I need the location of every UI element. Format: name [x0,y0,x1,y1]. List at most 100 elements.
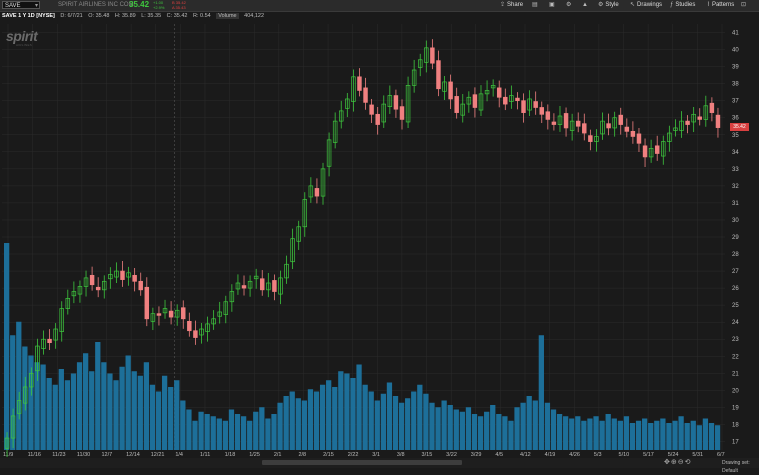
volume-bar [82,353,89,450]
volume-bar [611,418,617,450]
volume-bar [696,425,702,450]
x-tick-label: 4/26 [569,452,580,458]
share-button[interactable]: ⇪ Share [500,2,524,8]
volume-bar [119,366,125,450]
zoom-in-icon[interactable]: ⊕ [670,459,678,466]
x-tick-label: 4/12 [520,452,531,458]
candle-body [357,76,362,91]
style-button[interactable]: ⚙ Style [598,2,619,8]
volume-bar [380,393,387,450]
volume-bar [435,407,441,450]
candle-body [302,199,308,228]
candle-body [624,126,630,132]
zoom-controls: ✥⊕⊖⟲ [664,458,692,468]
candle-body [375,113,380,125]
volume-bar [210,416,216,450]
x-tick-label: 5/3 [594,452,602,458]
volume-bar [168,387,174,450]
candle-body [381,103,387,123]
patterns-button[interactable]: ⌇ Patterns [707,2,735,8]
net-change: +1.00 [153,0,164,5]
expand-button[interactable]: ⊡ [741,0,748,11]
percent-change: +2.9% [153,5,165,10]
save-button[interactable]: ▣ [549,0,557,11]
volume-bar [326,380,332,450]
y-tick-label: 23 [732,337,739,343]
volume-bar [617,420,623,450]
volume-bar [362,384,368,450]
volume-bar [569,418,575,450]
top-toolbar: SAVE ▾ SPIRIT AIRLINES INC COM 35.42 +1.… [0,0,759,12]
bid-price: B 35.42 [172,0,186,5]
candle-body [594,136,599,142]
volume-bar [556,414,563,450]
y-tick-label: 29 [732,235,739,241]
candle-body [247,280,253,289]
volume-bar [490,405,496,450]
drawing-set-label[interactable]: Drawing set: Default [722,460,750,474]
volume-bar [313,391,320,450]
volume-bar [307,389,314,450]
candle-body [503,96,508,105]
candle-body [83,277,89,287]
settings-button[interactable]: ⚙ [566,0,573,11]
y-tick-label: 33 [732,167,739,173]
volume-bar [259,407,265,450]
candle-body [59,308,64,332]
candle-body [411,69,417,86]
volume-bar [550,409,557,450]
y-tick-label: 31 [732,201,739,207]
volume-value: 404,122 [244,13,265,19]
company-logo-sub: AIRLINES [16,43,33,47]
volume-bar [672,420,678,450]
company-name: SPIRIT AIRLINES INC COM [58,2,134,8]
volume-bar [423,393,429,450]
ask-price: A 35.43 [172,5,186,10]
x-tick-label: 1/25 [249,452,260,458]
candle-body [35,345,40,372]
candle-body [563,113,569,129]
volume-bar [642,418,648,450]
volume-label: Volume [216,13,239,19]
candle-body [575,120,581,127]
volume-bar [386,382,393,450]
candle-body [715,114,721,128]
alert-button[interactable]: ▲ [582,0,590,11]
candle-body [278,277,283,295]
studies-button[interactable]: ƒ Studies [670,2,696,8]
candle-body [424,47,429,63]
chart-scrollbar[interactable] [262,460,462,465]
volume-bar [587,418,593,450]
y-tick-label: 24 [732,320,739,326]
candle-body [363,87,368,103]
drawings-button[interactable]: ↖ Drawings [630,2,663,8]
volume-bar [216,418,222,450]
volume-bar [374,400,380,450]
print-button[interactable]: ▤ [532,0,540,11]
candle-body [430,47,435,64]
pan-icon[interactable]: ✥ [664,459,671,466]
x-tick-label: 2/8 [298,452,306,458]
candle-body [685,120,690,125]
volume-bar [234,414,241,450]
gear-icon: ⚙ [566,2,572,8]
volume-bar [459,411,465,450]
volume-bar [198,411,204,450]
last-price: 35.42 [129,0,150,9]
company-logo: spirit [6,28,38,44]
zoom-out-icon[interactable]: ⊖ [677,459,685,466]
chart-info-bar: SAVE 1 Y 1D [NYSE] D: 6/7/21 O: 35.48 H:… [0,12,759,21]
candle-body [612,117,617,129]
candle-body [205,323,210,332]
y-tick-label: 22 [732,354,739,360]
y-tick-label: 25 [732,303,739,309]
reset-icon[interactable]: ⟲ [684,459,692,466]
symbol-input[interactable]: SAVE ▾ [2,1,40,9]
volume-bar [502,416,508,450]
x-tick-label: 11/16 [28,452,41,458]
volume-bar [441,400,447,450]
chevron-down-icon[interactable]: ▾ [34,3,38,9]
volume-bar [593,416,599,450]
y-tick-label: 35 [732,133,739,139]
